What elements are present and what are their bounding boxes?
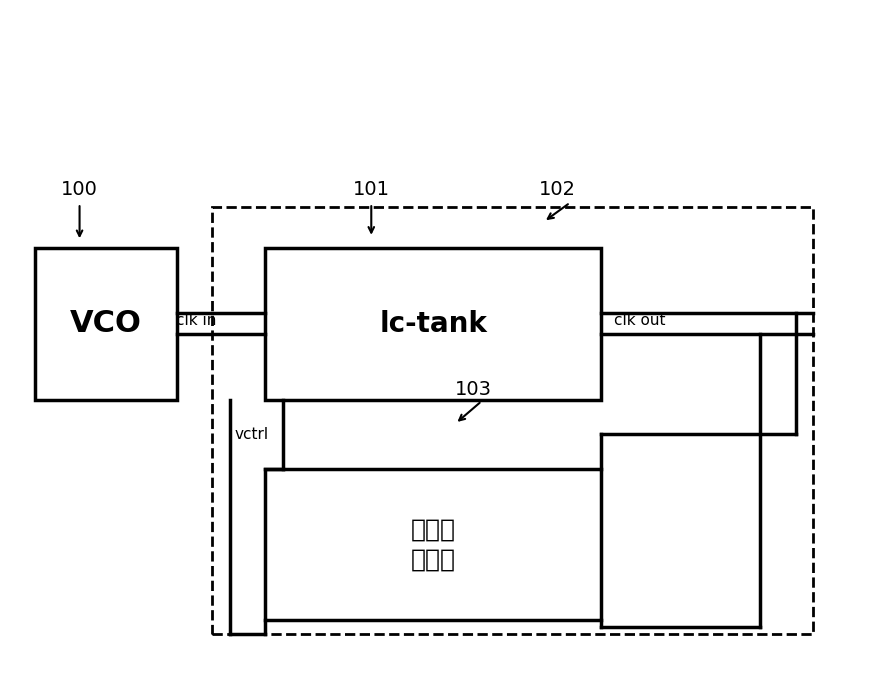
Text: VCO: VCO (70, 309, 142, 338)
FancyBboxPatch shape (35, 248, 177, 400)
Text: 幅度控
制电路: 幅度控 制电路 (411, 517, 455, 571)
Text: 100: 100 (61, 180, 98, 199)
Text: vctrl: vctrl (234, 426, 269, 442)
Text: lc-tank: lc-tank (379, 310, 487, 338)
Text: clk in: clk in (176, 313, 217, 328)
FancyBboxPatch shape (265, 469, 601, 620)
Text: 101: 101 (353, 180, 390, 199)
Text: 102: 102 (538, 180, 575, 199)
Text: clk out: clk out (614, 313, 666, 328)
FancyBboxPatch shape (265, 248, 601, 400)
Text: 103: 103 (454, 380, 492, 399)
